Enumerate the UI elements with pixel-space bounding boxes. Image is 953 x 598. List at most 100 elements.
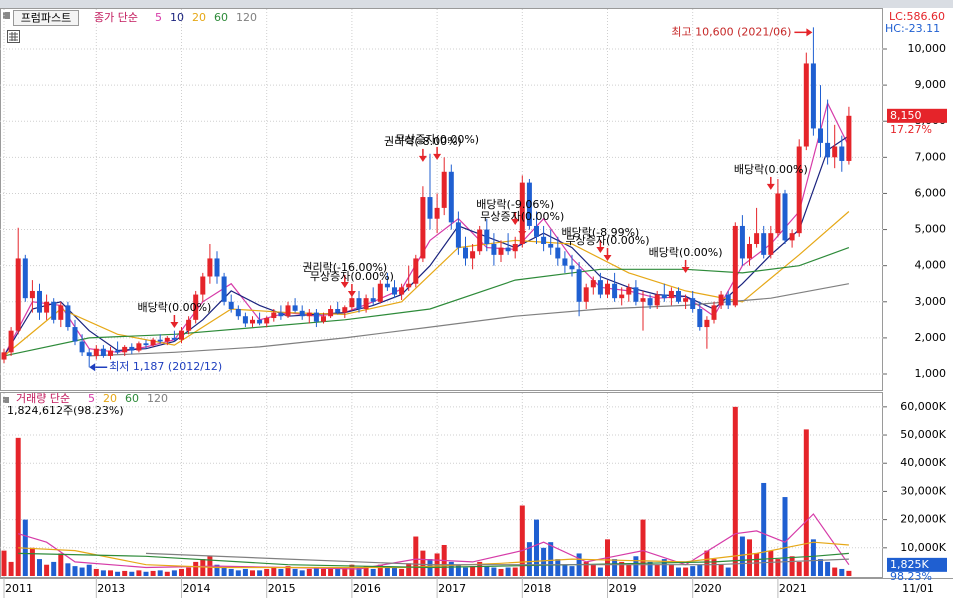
candle-body bbox=[491, 244, 497, 255]
annotation-arrow bbox=[347, 290, 356, 297]
candle-body bbox=[562, 258, 568, 266]
volume-bar bbox=[761, 482, 767, 576]
candle-body bbox=[619, 294, 625, 299]
volume-bar bbox=[285, 566, 291, 576]
candle-body bbox=[179, 330, 184, 340]
volume-bar bbox=[186, 567, 192, 576]
candle-body bbox=[1, 352, 7, 360]
candle-body bbox=[228, 301, 234, 310]
candle-body bbox=[668, 290, 674, 299]
candle-body bbox=[612, 283, 618, 299]
annotation-arrow bbox=[681, 266, 690, 273]
candle-body bbox=[363, 298, 369, 310]
y-tick-label: 6,000 bbox=[915, 186, 947, 199]
candle-body bbox=[207, 258, 213, 277]
candle-body bbox=[342, 307, 348, 313]
candle-body bbox=[242, 316, 248, 324]
candle-body bbox=[356, 298, 362, 310]
volume-bar bbox=[363, 566, 369, 576]
annotation-label: 권리락(-8.00%) bbox=[384, 135, 462, 148]
volume-bar bbox=[839, 568, 845, 576]
legend-entry: 60 bbox=[125, 392, 139, 405]
y-tick-label: 20,000K bbox=[900, 513, 946, 526]
volume-bar bbox=[676, 567, 681, 576]
volume-bar bbox=[193, 561, 199, 576]
volume-bar bbox=[526, 542, 532, 576]
candle-body bbox=[541, 236, 547, 245]
candle-body bbox=[754, 233, 760, 245]
volume-bar bbox=[1, 550, 7, 576]
annotation-arrow bbox=[433, 153, 442, 160]
volume-bar bbox=[555, 559, 561, 576]
annotation-label: 배당락(-9.06%) bbox=[476, 198, 554, 211]
volume-bar bbox=[150, 570, 156, 576]
annotation-label: 배당락(-8.99%) bbox=[561, 226, 639, 239]
candle-body bbox=[739, 225, 745, 259]
y-tick-label: 10,000K bbox=[900, 541, 946, 554]
legend-title: 거래량 단순 bbox=[16, 392, 70, 405]
volume-bar bbox=[498, 568, 504, 576]
annotation-arrow bbox=[603, 254, 612, 261]
volume-bar bbox=[299, 570, 305, 576]
candle-body bbox=[477, 229, 483, 252]
ma-line bbox=[18, 541, 849, 569]
candle-body bbox=[661, 294, 667, 299]
price-panel bbox=[0, 8, 883, 391]
low-arrow bbox=[89, 363, 96, 372]
candle-body bbox=[186, 319, 192, 331]
volume-bar bbox=[654, 564, 660, 576]
candle-body bbox=[171, 337, 177, 340]
candle-body bbox=[72, 327, 78, 342]
volume-bar bbox=[491, 567, 497, 576]
annotation-arrow bbox=[170, 321, 179, 328]
panel-icon bbox=[3, 12, 10, 19]
volume-bar bbox=[775, 559, 781, 576]
volume-bar bbox=[342, 567, 348, 576]
volume-bar bbox=[271, 567, 277, 576]
candle-body bbox=[157, 339, 163, 342]
y-tick-label: 5,000 bbox=[915, 223, 947, 236]
candle-body bbox=[732, 225, 738, 306]
legend-entry: 5 bbox=[155, 11, 162, 24]
y-tick-label: 4,000 bbox=[915, 259, 947, 272]
volume-bar bbox=[79, 567, 85, 576]
candle-body bbox=[299, 310, 305, 317]
volume-bar bbox=[377, 564, 383, 576]
stock-name[interactable]: 프럼파스트 bbox=[21, 12, 72, 25]
candle-body bbox=[825, 142, 831, 158]
candle-body bbox=[115, 350, 121, 353]
annotation-arrow bbox=[340, 281, 349, 288]
date-label: 11/01 bbox=[902, 582, 934, 595]
annotation-label: 무상증자(0.00%) bbox=[480, 210, 564, 223]
volume-bar bbox=[143, 571, 149, 576]
candle-body bbox=[583, 287, 589, 302]
volume-bar bbox=[242, 568, 248, 576]
volume-bar bbox=[754, 553, 760, 576]
volume-bar bbox=[583, 561, 589, 576]
candle-body bbox=[29, 290, 35, 299]
candle-body bbox=[306, 312, 312, 317]
y-tick-label: 50,000K bbox=[900, 428, 946, 441]
candle-body bbox=[221, 276, 227, 302]
volume-bar bbox=[313, 567, 319, 576]
toolbar-strip bbox=[0, 0, 953, 8]
candle-body bbox=[108, 350, 113, 356]
candle-body bbox=[654, 294, 660, 306]
volume-bar bbox=[704, 550, 710, 576]
candle-body bbox=[413, 258, 419, 284]
volume-bar bbox=[534, 519, 539, 576]
candle-body bbox=[427, 197, 433, 219]
volume-bar bbox=[697, 564, 703, 576]
candle-body bbox=[65, 305, 71, 328]
volume-bar bbox=[214, 564, 220, 576]
candle-body bbox=[782, 193, 788, 241]
volume-bar bbox=[306, 568, 312, 576]
volume-bar bbox=[803, 429, 809, 576]
candle-body bbox=[136, 343, 142, 351]
candle-body bbox=[44, 301, 50, 313]
volume-bar bbox=[470, 566, 476, 576]
stock-name-button[interactable] bbox=[13, 10, 79, 26]
y-tick-label: 1,000 bbox=[915, 367, 947, 380]
high-arrow bbox=[806, 28, 813, 37]
volume-bar bbox=[108, 570, 113, 576]
